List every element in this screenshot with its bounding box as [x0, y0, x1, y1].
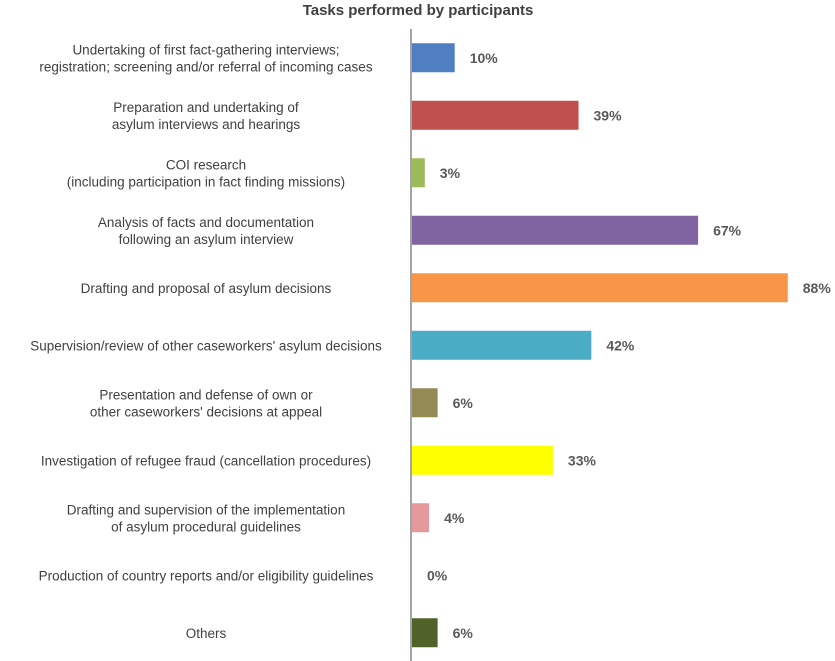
value-label-1: 39% [594, 107, 623, 123]
bar-2 [412, 158, 425, 188]
value-label-3: 67% [713, 222, 742, 238]
bar-6 [412, 388, 438, 418]
value-label-8: 4% [444, 510, 465, 526]
bar-5 [412, 330, 592, 360]
category-label-6: Presentation and defense of own or other … [90, 387, 322, 419]
value-label-6: 6% [453, 395, 474, 411]
value-label-5: 42% [606, 337, 635, 353]
category-label-1: Preparation and undertaking of asylum int… [112, 100, 301, 132]
category-label-4: Drafting and proposal of asylum decision… [81, 281, 332, 296]
value-label-7: 33% [568, 452, 597, 468]
category-label-9: Production of country reports and/or eli… [39, 568, 374, 583]
chart-title: Tasks performed by participants [303, 2, 534, 19]
value-label-2: 3% [440, 165, 461, 181]
value-labels-group: 10% 39% 3% 67% 88% 42% 6% 33% 4% 0% 6% [427, 50, 831, 641]
category-labels-group: Undertaking of first fact-gathering inte… [30, 42, 382, 641]
category-label-5: Supervision/review of other caseworkers'… [30, 338, 382, 353]
bar-10 [412, 618, 438, 648]
category-label-8: Drafting and supervision of the implemen… [67, 502, 345, 534]
category-label-3: Analysis of facts and documentation follo… [98, 215, 314, 247]
bar-7 [412, 445, 553, 475]
bar-3 [412, 215, 699, 245]
value-label-0: 10% [470, 50, 499, 66]
bar-1 [412, 100, 579, 130]
category-label-2: COI research (including participation in … [67, 157, 345, 189]
category-label-0: Undertaking of first fact-gathering inte… [39, 42, 372, 74]
bar-8 [412, 503, 430, 533]
value-label-10: 6% [453, 625, 474, 641]
category-label-10: Others [186, 626, 227, 641]
bar-0 [412, 43, 455, 73]
bars-group [412, 43, 788, 648]
value-label-9: 0% [427, 567, 448, 583]
value-label-4: 88% [803, 280, 832, 296]
bar-4 [412, 273, 788, 303]
category-label-7: Investigation of refugee fraud (cancella… [41, 453, 371, 468]
